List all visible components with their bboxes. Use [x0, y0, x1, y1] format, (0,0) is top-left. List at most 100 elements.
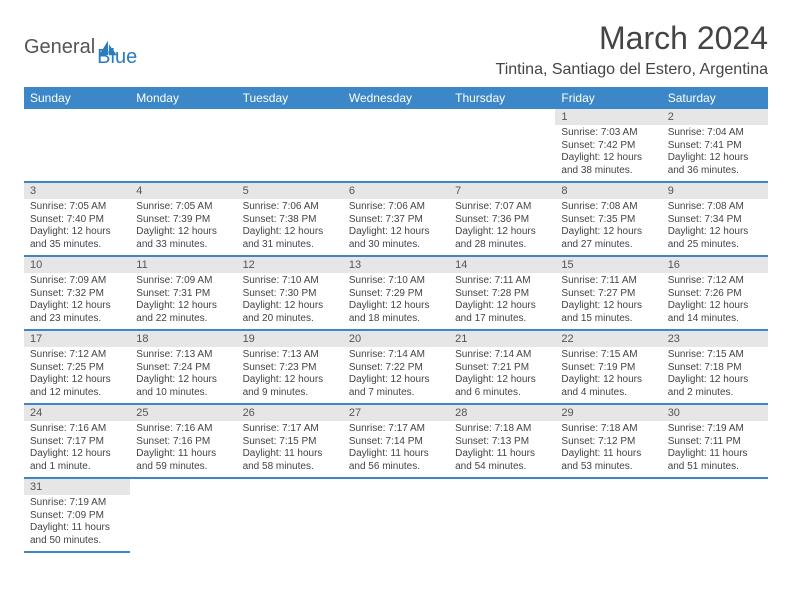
- day-detail: Sunrise: 7:10 AMSunset: 7:29 PMDaylight:…: [343, 273, 449, 329]
- calendar-row: 24Sunrise: 7:16 AMSunset: 7:17 PMDayligh…: [24, 404, 768, 478]
- day-number: 24: [24, 405, 130, 421]
- day-number: 20: [343, 331, 449, 347]
- day-number: 15: [555, 257, 661, 273]
- calendar-cell: [449, 109, 555, 182]
- day-detail: Sunrise: 7:13 AMSunset: 7:23 PMDaylight:…: [237, 347, 343, 403]
- calendar-cell: 14Sunrise: 7:11 AMSunset: 7:28 PMDayligh…: [449, 256, 555, 330]
- day-number: 19: [237, 331, 343, 347]
- calendar-cell: 17Sunrise: 7:12 AMSunset: 7:25 PMDayligh…: [24, 330, 130, 404]
- calendar-cell: [24, 109, 130, 182]
- day-detail: Sunrise: 7:16 AMSunset: 7:16 PMDaylight:…: [130, 421, 236, 477]
- day-number: 14: [449, 257, 555, 273]
- day-number: 10: [24, 257, 130, 273]
- day-header: Saturday: [662, 87, 768, 109]
- calendar-cell: 7Sunrise: 7:07 AMSunset: 7:36 PMDaylight…: [449, 182, 555, 256]
- day-header: Sunday: [24, 87, 130, 109]
- day-number: 7: [449, 183, 555, 199]
- calendar-cell: 3Sunrise: 7:05 AMSunset: 7:40 PMDaylight…: [24, 182, 130, 256]
- calendar-cell: 16Sunrise: 7:12 AMSunset: 7:26 PMDayligh…: [662, 256, 768, 330]
- day-number: 28: [449, 405, 555, 421]
- location: Tintina, Santiago del Estero, Argentina: [496, 61, 768, 79]
- day-header: Thursday: [449, 87, 555, 109]
- calendar-row: 3Sunrise: 7:05 AMSunset: 7:40 PMDaylight…: [24, 182, 768, 256]
- day-detail: Sunrise: 7:12 AMSunset: 7:26 PMDaylight:…: [662, 273, 768, 329]
- day-number: 18: [130, 331, 236, 347]
- calendar-cell: 22Sunrise: 7:15 AMSunset: 7:19 PMDayligh…: [555, 330, 661, 404]
- day-number: 2: [662, 109, 768, 125]
- day-detail: Sunrise: 7:04 AMSunset: 7:41 PMDaylight:…: [662, 125, 768, 181]
- day-number: 5: [237, 183, 343, 199]
- logo: General Blue: [24, 26, 137, 69]
- calendar-cell: 9Sunrise: 7:08 AMSunset: 7:34 PMDaylight…: [662, 182, 768, 256]
- day-detail: Sunrise: 7:11 AMSunset: 7:27 PMDaylight:…: [555, 273, 661, 329]
- day-detail: Sunrise: 7:09 AMSunset: 7:32 PMDaylight:…: [24, 273, 130, 329]
- day-detail: Sunrise: 7:18 AMSunset: 7:12 PMDaylight:…: [555, 421, 661, 477]
- calendar-cell: 23Sunrise: 7:15 AMSunset: 7:18 PMDayligh…: [662, 330, 768, 404]
- calendar-cell: 11Sunrise: 7:09 AMSunset: 7:31 PMDayligh…: [130, 256, 236, 330]
- calendar-row: 10Sunrise: 7:09 AMSunset: 7:32 PMDayligh…: [24, 256, 768, 330]
- day-detail: Sunrise: 7:19 AMSunset: 7:09 PMDaylight:…: [24, 495, 130, 551]
- day-detail: Sunrise: 7:05 AMSunset: 7:40 PMDaylight:…: [24, 199, 130, 255]
- calendar-cell: [130, 478, 236, 552]
- day-detail: Sunrise: 7:15 AMSunset: 7:18 PMDaylight:…: [662, 347, 768, 403]
- day-detail: Sunrise: 7:14 AMSunset: 7:22 PMDaylight:…: [343, 347, 449, 403]
- calendar-cell: [130, 109, 236, 182]
- day-number: 23: [662, 331, 768, 347]
- day-number: 1: [555, 109, 661, 125]
- day-detail: Sunrise: 7:09 AMSunset: 7:31 PMDaylight:…: [130, 273, 236, 329]
- day-header-row: Sunday Monday Tuesday Wednesday Thursday…: [24, 87, 768, 109]
- day-detail: Sunrise: 7:11 AMSunset: 7:28 PMDaylight:…: [449, 273, 555, 329]
- day-detail: Sunrise: 7:18 AMSunset: 7:13 PMDaylight:…: [449, 421, 555, 477]
- calendar-cell: 6Sunrise: 7:06 AMSunset: 7:37 PMDaylight…: [343, 182, 449, 256]
- calendar-cell: 1Sunrise: 7:03 AMSunset: 7:42 PMDaylight…: [555, 109, 661, 182]
- day-number: 13: [343, 257, 449, 273]
- calendar-cell: 24Sunrise: 7:16 AMSunset: 7:17 PMDayligh…: [24, 404, 130, 478]
- day-detail: Sunrise: 7:10 AMSunset: 7:30 PMDaylight:…: [237, 273, 343, 329]
- day-detail: Sunrise: 7:14 AMSunset: 7:21 PMDaylight:…: [449, 347, 555, 403]
- day-detail: Sunrise: 7:15 AMSunset: 7:19 PMDaylight:…: [555, 347, 661, 403]
- day-number: 3: [24, 183, 130, 199]
- day-detail: Sunrise: 7:08 AMSunset: 7:35 PMDaylight:…: [555, 199, 661, 255]
- calendar-row: 1Sunrise: 7:03 AMSunset: 7:42 PMDaylight…: [24, 109, 768, 182]
- day-number: 8: [555, 183, 661, 199]
- day-number: 22: [555, 331, 661, 347]
- day-number: 4: [130, 183, 236, 199]
- day-detail: Sunrise: 7:03 AMSunset: 7:42 PMDaylight:…: [555, 125, 661, 181]
- day-number: 21: [449, 331, 555, 347]
- calendar-cell: 31Sunrise: 7:19 AMSunset: 7:09 PMDayligh…: [24, 478, 130, 552]
- calendar-cell: [555, 478, 661, 552]
- calendar-table: Sunday Monday Tuesday Wednesday Thursday…: [24, 87, 768, 553]
- day-detail: Sunrise: 7:17 AMSunset: 7:14 PMDaylight:…: [343, 421, 449, 477]
- calendar-cell: 28Sunrise: 7:18 AMSunset: 7:13 PMDayligh…: [449, 404, 555, 478]
- day-detail: Sunrise: 7:17 AMSunset: 7:15 PMDaylight:…: [237, 421, 343, 477]
- day-header: Wednesday: [343, 87, 449, 109]
- calendar-row: 17Sunrise: 7:12 AMSunset: 7:25 PMDayligh…: [24, 330, 768, 404]
- day-detail: Sunrise: 7:08 AMSunset: 7:34 PMDaylight:…: [662, 199, 768, 255]
- calendar-cell: 12Sunrise: 7:10 AMSunset: 7:30 PMDayligh…: [237, 256, 343, 330]
- logo-text-2: Blue: [97, 46, 137, 69]
- day-number: 12: [237, 257, 343, 273]
- day-number: 9: [662, 183, 768, 199]
- calendar-cell: 15Sunrise: 7:11 AMSunset: 7:27 PMDayligh…: [555, 256, 661, 330]
- calendar-row: 31Sunrise: 7:19 AMSunset: 7:09 PMDayligh…: [24, 478, 768, 552]
- calendar-cell: [662, 478, 768, 552]
- day-number: 30: [662, 405, 768, 421]
- day-number: 17: [24, 331, 130, 347]
- day-detail: Sunrise: 7:05 AMSunset: 7:39 PMDaylight:…: [130, 199, 236, 255]
- day-detail: Sunrise: 7:07 AMSunset: 7:36 PMDaylight:…: [449, 199, 555, 255]
- day-number: 27: [343, 405, 449, 421]
- day-number: 31: [24, 479, 130, 495]
- calendar-cell: 25Sunrise: 7:16 AMSunset: 7:16 PMDayligh…: [130, 404, 236, 478]
- calendar-cell: 2Sunrise: 7:04 AMSunset: 7:41 PMDaylight…: [662, 109, 768, 182]
- day-number: 25: [130, 405, 236, 421]
- calendar-cell: [449, 478, 555, 552]
- day-number: 16: [662, 257, 768, 273]
- day-detail: Sunrise: 7:19 AMSunset: 7:11 PMDaylight:…: [662, 421, 768, 477]
- calendar-cell: 30Sunrise: 7:19 AMSunset: 7:11 PMDayligh…: [662, 404, 768, 478]
- day-detail: Sunrise: 7:13 AMSunset: 7:24 PMDaylight:…: [130, 347, 236, 403]
- calendar-cell: 29Sunrise: 7:18 AMSunset: 7:12 PMDayligh…: [555, 404, 661, 478]
- calendar-cell: [237, 109, 343, 182]
- calendar-cell: 21Sunrise: 7:14 AMSunset: 7:21 PMDayligh…: [449, 330, 555, 404]
- calendar-cell: [343, 478, 449, 552]
- calendar-cell: 10Sunrise: 7:09 AMSunset: 7:32 PMDayligh…: [24, 256, 130, 330]
